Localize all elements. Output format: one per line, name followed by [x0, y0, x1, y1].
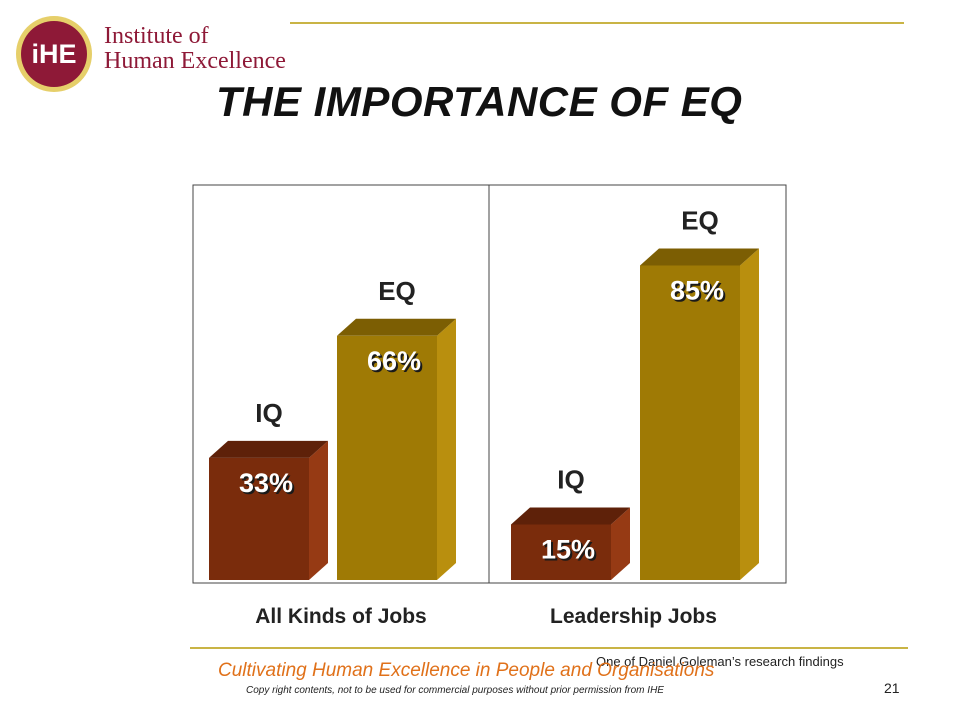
bar-side-iq-all-kinds-of-jobs: [309, 440, 328, 580]
data-label-shadow-iq-leadership-jobs: 15%: [543, 537, 597, 567]
top-divider: [290, 22, 904, 24]
ihe-logo: iHE: [16, 16, 92, 92]
bar-top-iq-all-kinds-of-jobs: [209, 440, 328, 458]
copyright-notice: Copy right contents, not to be used for …: [246, 685, 664, 696]
logo-text: iHE: [31, 39, 76, 69]
logo-disc: [21, 21, 87, 87]
bar-top-eq-leadership-jobs: [640, 248, 759, 266]
page-number: 21: [884, 680, 900, 696]
footer-tagline: Cultivating Human Excellence in People a…: [218, 660, 715, 681]
data-label-shadow-iq-all-kinds-of-jobs: 33%: [241, 470, 295, 500]
data-label-shadow-eq-all-kinds-of-jobs: 66%: [369, 348, 423, 378]
data-label-iq-all-kinds-of-jobs: 33%: [239, 468, 293, 498]
bottom-divider: [190, 647, 908, 649]
series-label-eq-all-kinds-of-jobs: EQ: [378, 276, 416, 306]
bar-eq-leadership-jobs: [640, 265, 740, 580]
bar-side-eq-all-kinds-of-jobs: [437, 318, 456, 580]
category-label-all-kinds-of-jobs: All Kinds of Jobs: [255, 605, 427, 628]
category-label-leadership-jobs: Leadership Jobs: [550, 605, 717, 628]
bar-eq-all-kinds-of-jobs: [337, 335, 437, 580]
data-label-shadow-eq-leadership-jobs: 85%: [672, 278, 726, 308]
bar-top-iq-leadership-jobs: [511, 507, 630, 525]
series-label-iq-all-kinds-of-jobs: IQ: [255, 398, 282, 428]
bar-side-iq-leadership-jobs: [611, 507, 630, 580]
slide-title: THE IMPORTANCE OF EQ: [216, 78, 743, 125]
bar-top-eq-all-kinds-of-jobs: [337, 318, 456, 336]
bar-iq-all-kinds-of-jobs: [209, 457, 309, 580]
bar-side-eq-leadership-jobs: [740, 248, 759, 580]
brand-name: Institute of Human Excellence: [104, 24, 286, 74]
brand-line-1: Institute of: [104, 23, 209, 49]
series-label-eq-leadership-jobs: EQ: [681, 206, 719, 236]
data-label-eq-all-kinds-of-jobs: 66%: [367, 346, 421, 376]
data-label-eq-leadership-jobs: 85%: [670, 276, 724, 306]
data-label-iq-leadership-jobs: 15%: [541, 535, 595, 565]
series-label-iq-leadership-jobs: IQ: [557, 465, 584, 495]
source-note: One of Daniel Goleman’s research finding…: [596, 654, 844, 669]
brand-line-2: Human Excellence: [104, 48, 286, 74]
bar-iq-leadership-jobs: [511, 524, 611, 580]
